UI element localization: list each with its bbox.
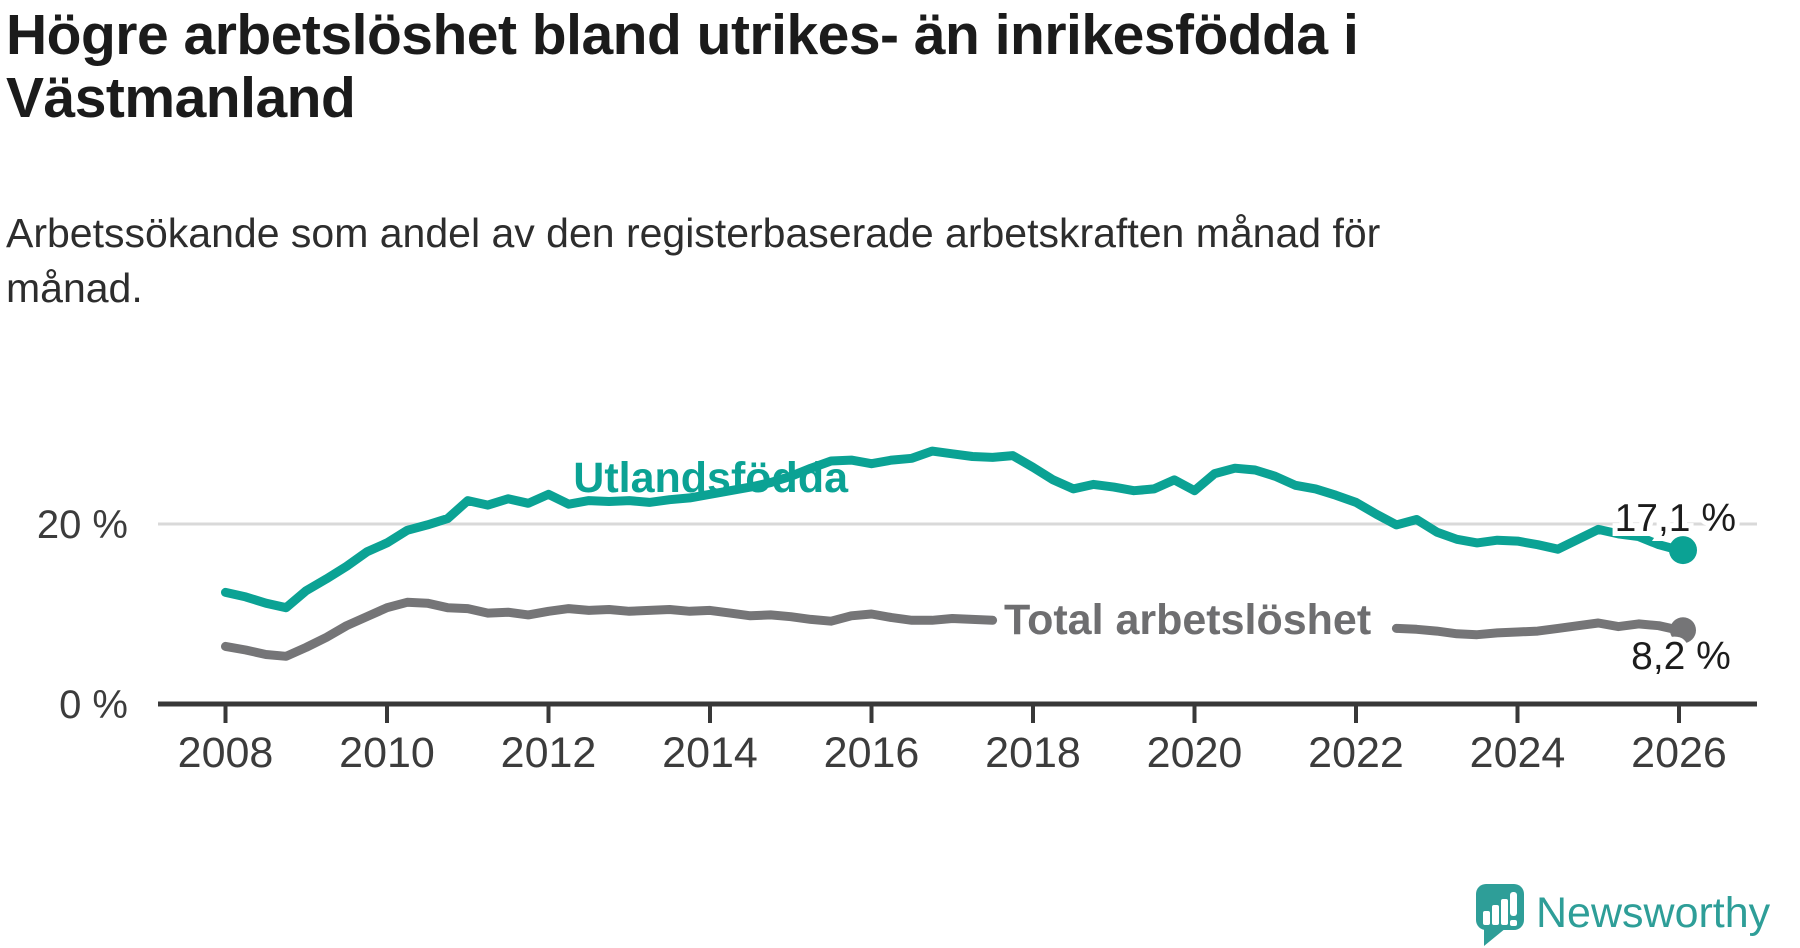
newsworthy-logo-icon [1476,884,1524,946]
logo-exclamation-bar [1510,892,1517,916]
chart-subtitle: Arbetssökande som andel av den registerb… [6,206,1686,316]
y-tick-label: 20 % [37,503,128,547]
x-tick-label: 2022 [1308,729,1404,777]
y-tick-label: 0 % [59,683,128,727]
logo-bar-1 [1483,911,1490,925]
x-tick-label: 2020 [1147,729,1243,777]
utlandsfodda-end-value-label: 17,1 % [1615,497,1736,540]
x-tick-label: 2008 [178,729,274,777]
total-end-dot [1670,617,1696,644]
x-tick-label: 2018 [985,729,1081,777]
newsworthy-wordmark: Newsworthy [1536,889,1771,937]
x-tick-label: 2024 [1470,729,1566,777]
title-line-1: Högre arbetslöshet bland utrikes- än inr… [6,3,1359,67]
x-tick-label: 2026 [1631,729,1727,777]
total-end-value-label: 8,2 % [1631,635,1731,678]
x-tick-label: 2014 [662,729,758,777]
logo-bar-3 [1501,899,1508,925]
total-series-label: Total arbetslöshet [1004,596,1371,644]
subtitle-line-2: månad. [6,264,143,311]
utlandsfodda-end-dot [1669,536,1697,565]
subtitle-line-1: Arbetssökande som andel av den registerb… [6,210,1381,256]
x-tick-label: 2016 [824,729,920,777]
x-tick-label: 2012 [501,729,597,777]
utlandsfodda-series-label: Utlandsfödda [573,454,849,502]
newsworthy-logo: Newsworthy [1476,884,1771,946]
x-tick-label: 2010 [339,729,435,777]
utlandsfodda-line [221,446,1684,613]
title-line-2: Västmanland [6,65,356,130]
logo-exclamation-dot [1510,920,1517,926]
logo-bar-2 [1492,905,1499,925]
page-title: Högre arbetslöshet bland utrikes- än inr… [6,4,1566,129]
total-line-left-segment [221,597,998,661]
total-line-right-segment [1391,618,1684,640]
